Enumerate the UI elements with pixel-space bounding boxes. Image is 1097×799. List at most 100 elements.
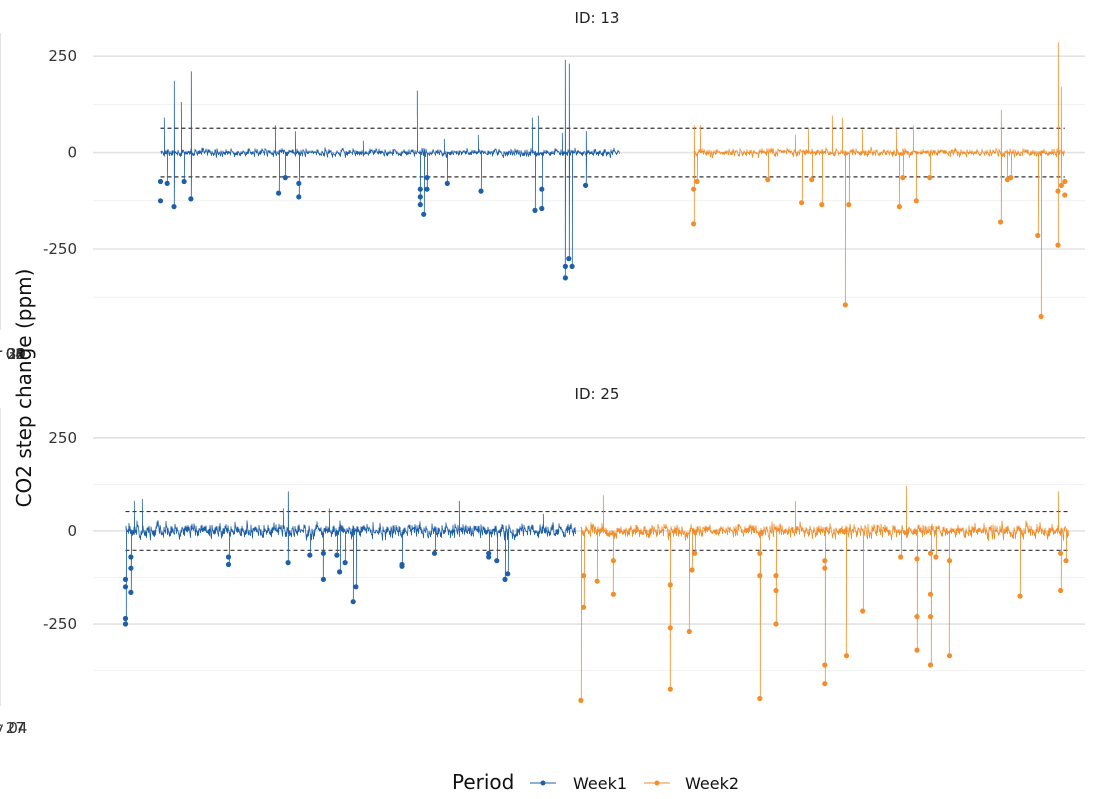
y-tick-label: 0 (67, 144, 77, 162)
panel-title: ID: 13 (575, 9, 620, 27)
outlier-point (486, 550, 492, 556)
y-tick-label: -250 (43, 615, 77, 633)
outlier-point (128, 554, 134, 560)
outlier-point (307, 552, 313, 558)
outlier-point (691, 221, 697, 227)
panel-id-25: 250 0 -250 Apr 27May 04 ID: 25 (0, 385, 1085, 737)
outlier-point (282, 175, 288, 181)
outlier-point (444, 180, 450, 186)
y-tick-label: -250 (43, 240, 77, 258)
outlier-point (296, 194, 302, 200)
outlier-point (225, 561, 232, 568)
outlier-point (505, 571, 511, 577)
legend-label-week2: Week2 (685, 774, 739, 793)
outlier-point (1062, 192, 1068, 198)
outlier-point (757, 695, 763, 702)
x-tick-label: Mar 29 (0, 345, 26, 363)
outlier-point (843, 653, 850, 659)
x-tick-label: Apr 04 (0, 345, 25, 363)
outlier-point (799, 200, 805, 206)
outlier-point (773, 621, 779, 627)
outlier-point (819, 202, 825, 208)
outlier-point (927, 662, 934, 668)
x-tick-label: Apr 06 (0, 345, 25, 363)
x-tick-label: Apr 08 (0, 345, 25, 363)
outlier-point (296, 180, 302, 186)
outlier-point (933, 554, 939, 560)
outlier-point (417, 202, 423, 208)
outlier-point (539, 205, 545, 212)
outlier-point (562, 263, 569, 269)
outlier-point (350, 599, 356, 605)
outlier-point (486, 554, 492, 560)
outlier-point (927, 550, 934, 556)
outlier-point (581, 573, 587, 579)
outlier-point (896, 204, 903, 210)
y-tick-label: 250 (48, 47, 77, 65)
x-tick-label: Apr 02 (0, 345, 25, 363)
outlier-point (581, 604, 587, 610)
outlier-point (122, 576, 129, 583)
outlier-point (181, 178, 187, 185)
outlier-point (320, 550, 326, 556)
outlier-point (539, 186, 545, 192)
outlier-point (320, 576, 326, 583)
outlier-point (667, 625, 673, 631)
outlier-point (569, 263, 575, 269)
outlier-point (846, 202, 852, 208)
outlier-point (594, 578, 600, 584)
outlier-point (431, 550, 438, 556)
outlier-point (399, 563, 405, 569)
outlier-point (1017, 593, 1023, 599)
outlier-point (188, 196, 194, 202)
outlier-point (342, 560, 348, 566)
y-axis-label: CO2 step change (ppm) (12, 269, 36, 508)
outlier-point (417, 194, 423, 200)
panel-id-13: 250 0 -250 Mar 29Mar 31Apr 02Apr 04Apr 06A… (0, 9, 1085, 363)
outlier-point (128, 565, 134, 571)
outlier-point (1062, 178, 1068, 185)
outlier-point (822, 662, 828, 668)
legend: Period Week1 Week2 (452, 770, 739, 794)
outlier-point (773, 587, 779, 594)
outlier-point (913, 198, 919, 204)
outlier-point (686, 628, 692, 635)
x-tick-label: Apr 27 (0, 719, 25, 737)
outlier-point (842, 302, 849, 308)
outlier-point (610, 558, 617, 564)
outlier-point (927, 614, 934, 620)
outlier-point (424, 186, 430, 192)
outlier-point (822, 681, 828, 687)
outlier-point (566, 256, 572, 262)
outlier-point (334, 552, 340, 558)
outlier-point (337, 569, 343, 575)
x-tick-label: May 04 (0, 719, 27, 737)
outlier-point (583, 182, 589, 188)
outlier-point (900, 175, 906, 181)
outlier-point (532, 207, 538, 213)
outlier-point (122, 615, 129, 622)
outlier-point (562, 275, 569, 281)
outlier-point (225, 554, 232, 560)
outlier-point (860, 608, 866, 614)
outlier-point (809, 177, 815, 183)
outlier-point (171, 204, 177, 210)
outlier-point (424, 175, 430, 181)
outlier-point (691, 186, 697, 192)
outlier-point (1008, 175, 1014, 181)
legend-title: Period (452, 770, 514, 794)
outlier-point (1055, 188, 1061, 194)
outlier-point (1058, 587, 1064, 594)
outlier-point (122, 584, 129, 590)
series-line-week2 (580, 485, 1069, 701)
outlier-point (946, 653, 953, 659)
legend-key-week1 (530, 780, 556, 786)
outlier-point (946, 558, 953, 564)
outlier-point (353, 584, 359, 590)
legend-label-week1: Week1 (573, 774, 627, 793)
outlier-point (689, 567, 695, 573)
outlier-point (421, 211, 427, 217)
outlier-point (1055, 242, 1061, 248)
outlier-point (898, 554, 904, 560)
outlier-point (998, 219, 1004, 225)
